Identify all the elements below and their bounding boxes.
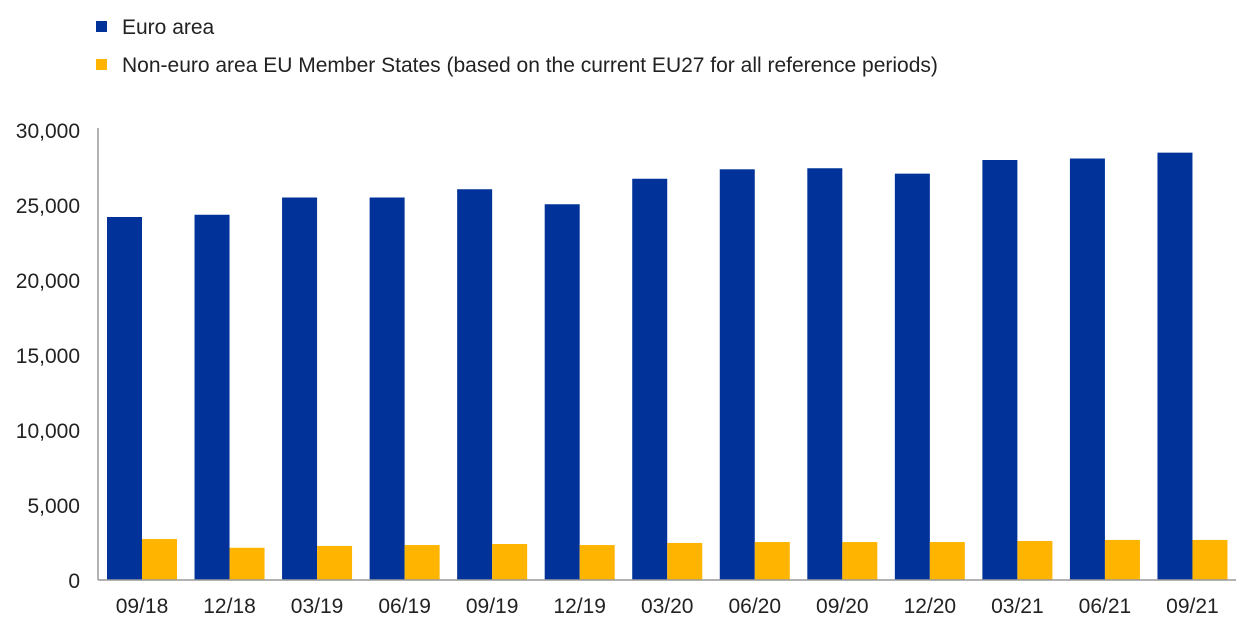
bar-euro-area-12-18 — [194, 214, 230, 580]
bar-euro-area-12-19 — [544, 204, 580, 580]
x-tick-label: 09/21 — [1166, 595, 1219, 618]
x-tick-label: 12/20 — [904, 595, 957, 618]
bar-non-euro-area-06-21 — [1104, 539, 1140, 580]
legend: Euro area Non-euro area EU Member States … — [96, 16, 938, 77]
bar-non-euro-area-12-18 — [229, 547, 265, 580]
y-axis: 0 5,000 10,000 15,000 20,000 25,000 30,000 — [16, 120, 99, 593]
bar-euro-area-03-20 — [632, 178, 668, 580]
legend-label-0: Euro area — [122, 16, 215, 39]
bar-non-euro-area-06-20 — [754, 542, 790, 580]
bar-euro-area-09-18 — [107, 217, 142, 580]
x-axis: 09/18 12/18 03/19 06/19 09/19 12/19 03/20 06/20… — [98, 579, 1236, 618]
y-tick-label: 30,000 — [16, 120, 80, 143]
x-tick-label: 03/21 — [991, 595, 1044, 618]
y-tick-label: 20,000 — [16, 270, 80, 293]
bar-euro-area-03-21 — [982, 160, 1018, 580]
legend-label-1: Non-euro area EU Member States (based on… — [122, 54, 938, 77]
bar-euro-area-09-21 — [1157, 152, 1193, 580]
x-tick-label: 03/20 — [641, 595, 694, 618]
bar-euro-area-09-19 — [457, 189, 493, 580]
y-tick-label: 25,000 — [16, 195, 80, 218]
y-tick-label: 10,000 — [16, 420, 80, 443]
x-tick-label: 03/19 — [291, 595, 344, 618]
x-tick-label: 09/19 — [466, 595, 519, 618]
bar-non-euro-area-09-18 — [142, 539, 177, 580]
bar-euro-area-06-19 — [369, 197, 405, 580]
bar-euro-area-12-20 — [894, 173, 930, 580]
x-tick-label: 12/18 — [203, 595, 256, 618]
bar-non-euro-area-03-20 — [667, 542, 703, 580]
y-tick-label: 15,000 — [16, 345, 80, 368]
x-tick-label: 09/18 — [116, 595, 169, 618]
y-tick-label: 5,000 — [27, 495, 80, 518]
bar-euro-area-03-19 — [282, 197, 318, 580]
bar-euro-area-06-21 — [1069, 158, 1105, 580]
bar-non-euro-area-09-21 — [1192, 539, 1228, 580]
bar-non-euro-area-09-20 — [842, 542, 878, 580]
x-tick-label: 06/21 — [1079, 595, 1132, 618]
x-tick-label: 06/20 — [728, 595, 781, 618]
bar-euro-area-06-20 — [719, 169, 755, 581]
bar-non-euro-area-12-20 — [929, 542, 965, 580]
x-tick-label: 09/20 — [816, 595, 869, 618]
bar-non-euro-area-06-19 — [404, 545, 440, 580]
legend-swatch-0 — [96, 21, 107, 32]
y-tick-label: 0 — [68, 570, 80, 593]
x-tick-label: 12/19 — [553, 595, 606, 618]
legend-swatch-1 — [96, 59, 107, 70]
bar-non-euro-area-12-19 — [579, 545, 615, 580]
bar-non-euro-area-03-21 — [1017, 541, 1053, 580]
bar-non-euro-area-03-19 — [317, 545, 353, 580]
bar-euro-area-09-20 — [807, 168, 843, 580]
x-tick-label: 06/19 — [378, 595, 431, 618]
bars — [107, 152, 1228, 581]
bar-non-euro-area-09-19 — [492, 544, 528, 580]
